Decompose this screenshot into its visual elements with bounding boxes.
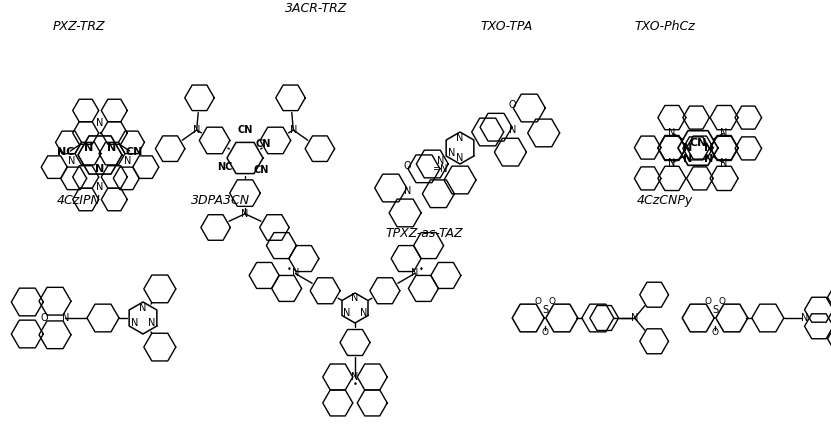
Text: 4CzIPN: 4CzIPN <box>57 194 101 207</box>
Text: N: N <box>125 156 132 166</box>
Text: •: • <box>287 265 291 274</box>
Text: N: N <box>61 313 69 323</box>
Text: S: S <box>542 305 548 315</box>
Text: N: N <box>404 186 411 196</box>
Text: N: N <box>130 318 138 328</box>
Text: O: O <box>711 328 719 337</box>
Text: N: N <box>448 148 455 158</box>
Text: N: N <box>509 125 516 136</box>
Text: N: N <box>683 154 692 164</box>
Text: CN: CN <box>689 138 706 148</box>
Text: NC: NC <box>218 162 233 172</box>
Text: N: N <box>720 128 728 138</box>
Text: N: N <box>352 293 359 303</box>
Text: CN: CN <box>253 165 269 175</box>
Text: N: N <box>704 154 713 164</box>
Text: N: N <box>456 132 464 143</box>
Text: N: N <box>107 143 116 154</box>
Text: O: O <box>404 161 411 171</box>
Text: CN: CN <box>255 139 271 149</box>
Text: •: • <box>419 265 424 274</box>
Text: N: N <box>193 125 200 135</box>
Text: N: N <box>668 158 676 168</box>
Text: N: N <box>290 125 297 135</box>
Text: 3ACR-TRZ: 3ACR-TRZ <box>284 2 347 15</box>
Text: N: N <box>140 303 147 312</box>
Text: TPXZ-as-TAZ: TPXZ-as-TAZ <box>385 227 463 240</box>
Text: N: N <box>292 268 299 279</box>
Text: N: N <box>148 318 155 328</box>
Text: N: N <box>683 143 692 153</box>
Text: N: N <box>343 308 351 318</box>
Text: N: N <box>241 209 248 219</box>
Text: TXO-TPA: TXO-TPA <box>481 20 533 33</box>
Text: N: N <box>631 313 638 323</box>
Text: O: O <box>41 313 48 323</box>
Text: CN: CN <box>125 147 143 157</box>
Text: O: O <box>509 100 517 110</box>
Text: N: N <box>96 183 104 192</box>
Text: 4CzCNPy: 4CzCNPy <box>637 194 693 207</box>
Text: N: N <box>668 128 676 138</box>
Text: N: N <box>456 154 464 163</box>
Text: O: O <box>534 297 541 307</box>
Text: N: N <box>96 117 104 128</box>
Text: 3DPA3CN: 3DPA3CN <box>190 194 250 207</box>
Text: •: • <box>352 380 357 389</box>
Text: CN: CN <box>238 125 253 135</box>
Text: S: S <box>712 305 718 315</box>
Text: N: N <box>704 143 713 153</box>
Text: N: N <box>801 313 809 323</box>
Text: O: O <box>705 297 711 307</box>
Text: N: N <box>96 164 105 174</box>
Text: TXO-PhCz: TXO-PhCz <box>634 20 696 33</box>
Text: N: N <box>360 308 367 318</box>
Text: N: N <box>352 372 359 382</box>
Text: O: O <box>542 328 548 337</box>
Text: N: N <box>437 156 445 166</box>
Text: N: N <box>84 143 93 154</box>
Text: PXZ-TRZ: PXZ-TRZ <box>52 20 106 33</box>
Text: N: N <box>68 156 76 166</box>
Text: =N: =N <box>433 164 449 174</box>
Text: O: O <box>719 297 725 307</box>
Text: N: N <box>411 268 419 279</box>
Text: NC: NC <box>57 147 75 157</box>
Text: N: N <box>720 158 728 168</box>
Text: O: O <box>548 297 556 307</box>
